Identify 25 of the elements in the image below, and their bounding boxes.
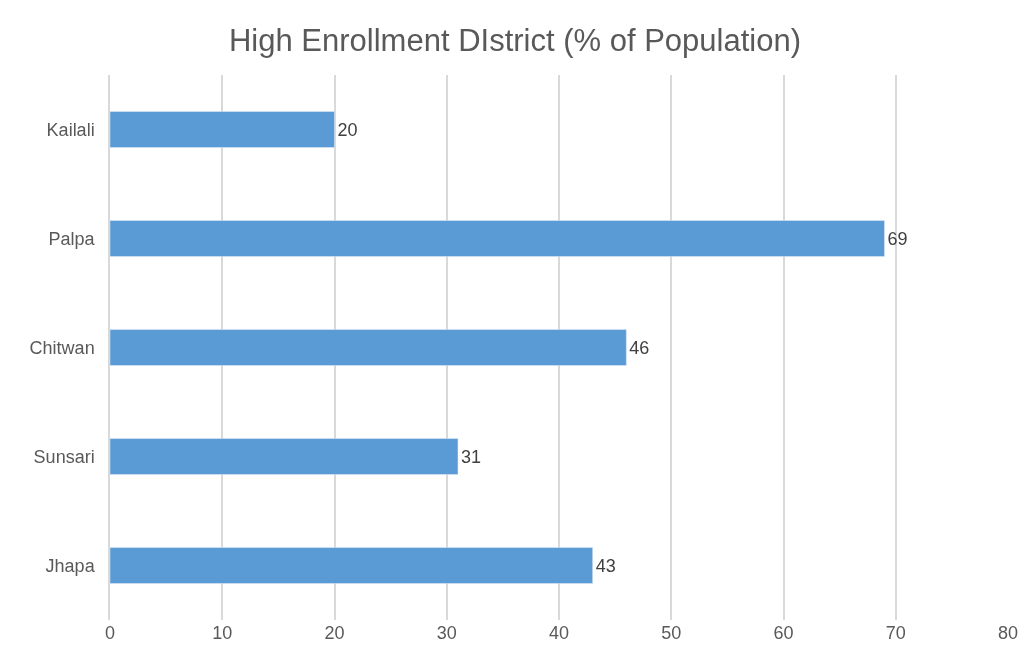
- data-label: 43: [595, 555, 616, 576]
- y-tick-label: Palpa: [48, 228, 96, 249]
- bar: [110, 111, 335, 148]
- data-label: 20: [337, 119, 358, 140]
- bar: [110, 547, 593, 584]
- y-tick-label: Kailali: [46, 119, 95, 140]
- x-tick-label: 10: [212, 623, 233, 643]
- x-tick-label: 20: [324, 623, 345, 643]
- data-label: 69: [887, 228, 908, 249]
- x-tick-label: 30: [436, 623, 457, 643]
- chart-title: High Enrollment DIstrict (% of Population): [228, 23, 802, 59]
- x-tick-label: 70: [885, 623, 906, 643]
- data-label: 46: [629, 337, 650, 358]
- bar: [110, 220, 885, 257]
- bar: [110, 438, 459, 475]
- bar: [110, 329, 627, 366]
- x-tick-label: 80: [997, 623, 1019, 643]
- x-tick-label: 0: [104, 623, 116, 643]
- x-tick-label: 50: [661, 623, 682, 643]
- x-tick-label: 60: [773, 623, 794, 643]
- y-tick-label: Jhapa: [45, 555, 96, 576]
- data-label: 31: [460, 446, 482, 467]
- y-tick-label: Sunsari: [33, 446, 95, 467]
- y-tick-label: Chitwan: [29, 337, 95, 358]
- x-tick-label: 40: [548, 623, 570, 643]
